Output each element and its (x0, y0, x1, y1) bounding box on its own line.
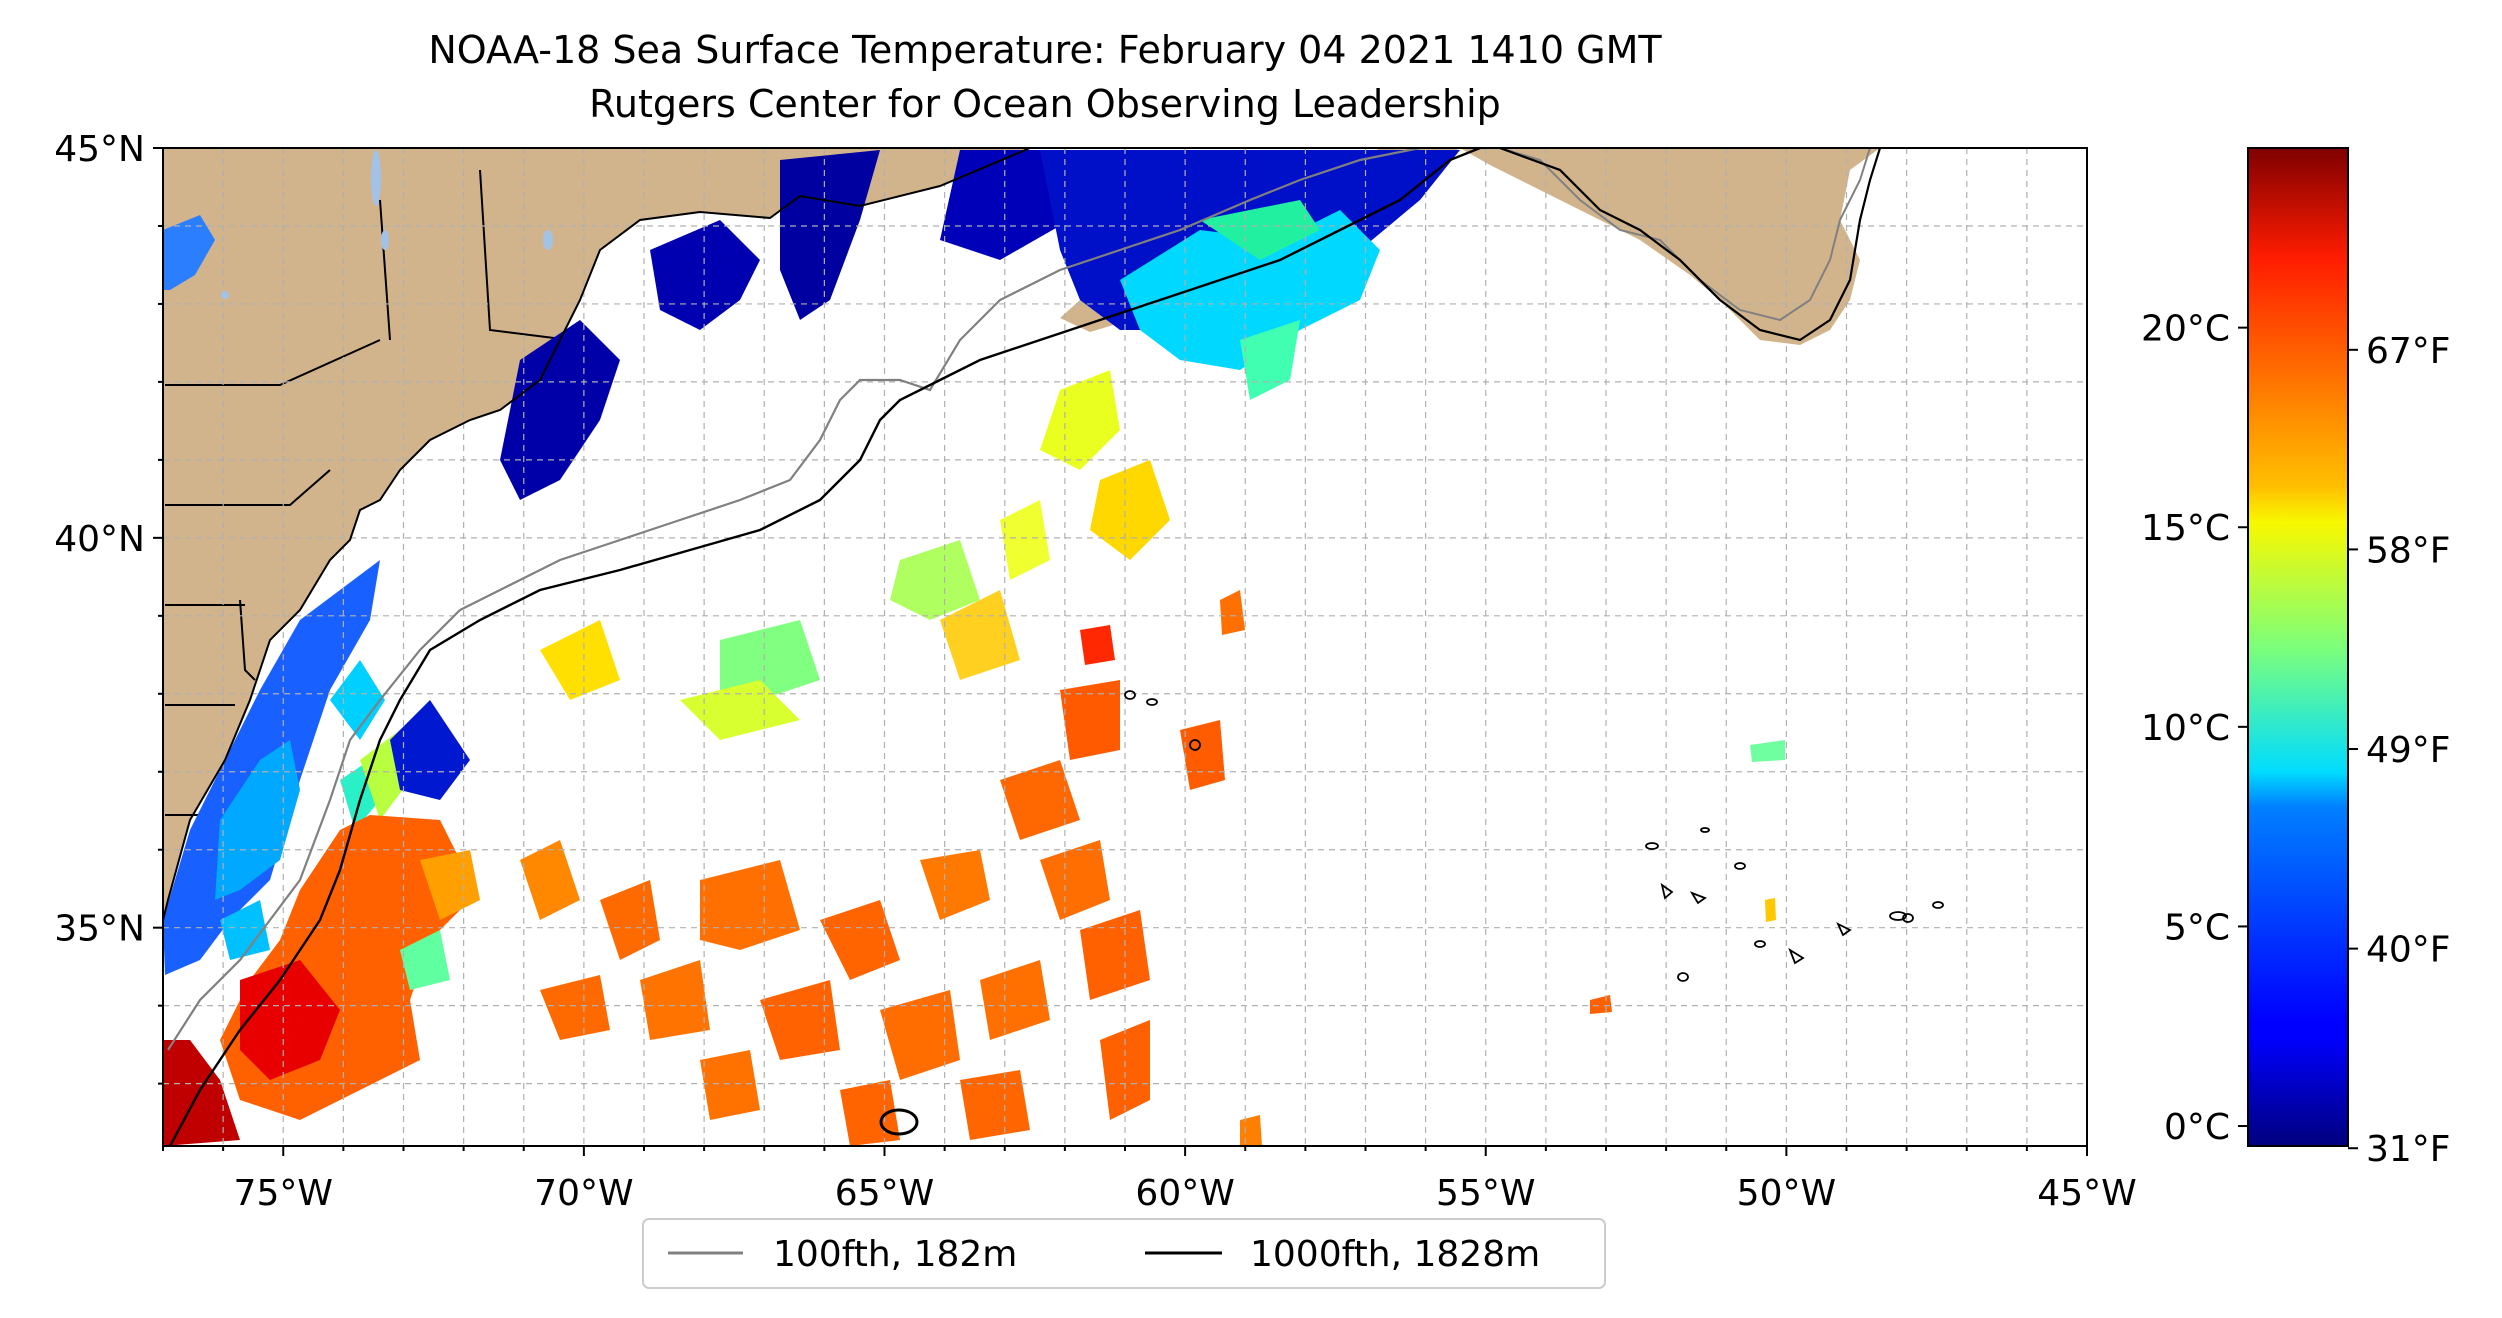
longitude-axis: 75°W 70°W 65°W 60°W 55°W 50°W 45°W (162, 1146, 2137, 1214)
state-borders (165, 169, 571, 816)
map-area (163, 148, 2087, 1146)
contour-100fth (167, 148, 1421, 1051)
fahrenheit-tick-label: 31°F (2366, 1129, 2451, 1170)
celsius-tick-label: 20°C (2141, 309, 2230, 350)
celsius-tick-label: 15°C (2141, 508, 2230, 549)
lon-tick-label: 60°W (1135, 1173, 1234, 1214)
map-subtitle: Rutgers Center for Ocean Observing Leade… (589, 82, 1501, 126)
legend-label-100fth: 100fth, 182m (773, 1234, 1017, 1275)
fahrenheit-tick-label: 40°F (2366, 930, 2451, 971)
lat-tick-label: 40°N (54, 519, 145, 560)
gridlines (163, 148, 2087, 1146)
land-newfoundland (1460, 148, 1880, 345)
legend-frame (642, 1218, 1606, 1289)
lon-tick-label: 75°W (234, 1173, 333, 1214)
latitude-axis: 35°N 40°N 45°N (54, 129, 163, 1085)
contour-legend: 100fth, 182m 1000fth, 1828m (642, 1218, 1606, 1289)
coastline (163, 148, 1031, 921)
colorbar-gradient (2247, 147, 2349, 1147)
lakes (221, 150, 553, 299)
celsius-tick-label: 5°C (2164, 907, 2230, 948)
lat-tick-label: 35°N (54, 909, 145, 950)
lon-tick-label: 55°W (1436, 1173, 1535, 1214)
lon-tick-label: 45°W (2037, 1173, 2136, 1214)
lat-tick-label: 45°N (54, 129, 145, 170)
sst-data-layer (163, 150, 1785, 1146)
colorbar-celsius-ticks: 0°C 5°C 10°C 15°C 20°C (2141, 309, 2248, 1148)
lon-tick-label: 65°W (835, 1173, 934, 1214)
contour-1000fth (168, 148, 1481, 1146)
seamounts (879, 690, 1944, 1136)
contour-100fth-north (1499, 148, 1871, 322)
fahrenheit-tick-label: 49°F (2366, 730, 2451, 771)
fahrenheit-tick-label: 58°F (2366, 530, 2451, 571)
map-title: NOAA-18 Sea Surface Temperature: Februar… (428, 28, 1662, 72)
legend-label-1000fth: 1000fth, 1828m (1250, 1234, 1540, 1275)
lon-tick-label: 50°W (1737, 1173, 1836, 1214)
fahrenheit-tick-label: 67°F (2366, 331, 2451, 372)
celsius-tick-label: 0°C (2164, 1107, 2230, 1148)
contour-1000fth-north (1499, 148, 1882, 342)
lon-tick-label: 70°W (534, 1173, 633, 1214)
celsius-tick-label: 10°C (2141, 708, 2230, 749)
colorbar: 0°C 5°C 10°C 15°C 20°C 31°F 40°F 49°F 58°F 67°F (2141, 147, 2451, 1170)
colorbar-fahrenheit-ticks: 31°F 40°F 49°F 58°F 67°F (2348, 331, 2451, 1170)
